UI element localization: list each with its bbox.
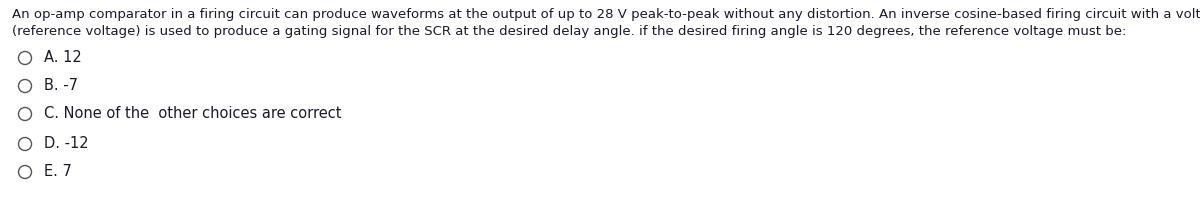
Text: An op-amp comparator in a firing circuit can produce waveforms at the output of : An op-amp comparator in a firing circuit… [12,8,1200,21]
Text: A. 12: A. 12 [44,49,82,65]
Text: (reference voltage) is used to produce a gating signal for the SCR at the desire: (reference voltage) is used to produce a… [12,25,1127,38]
Text: E. 7: E. 7 [44,164,72,178]
Text: B. -7: B. -7 [44,78,78,92]
Text: C. None of the  other choices are correct: C. None of the other choices are correct [44,105,342,121]
Text: D. -12: D. -12 [44,135,89,151]
